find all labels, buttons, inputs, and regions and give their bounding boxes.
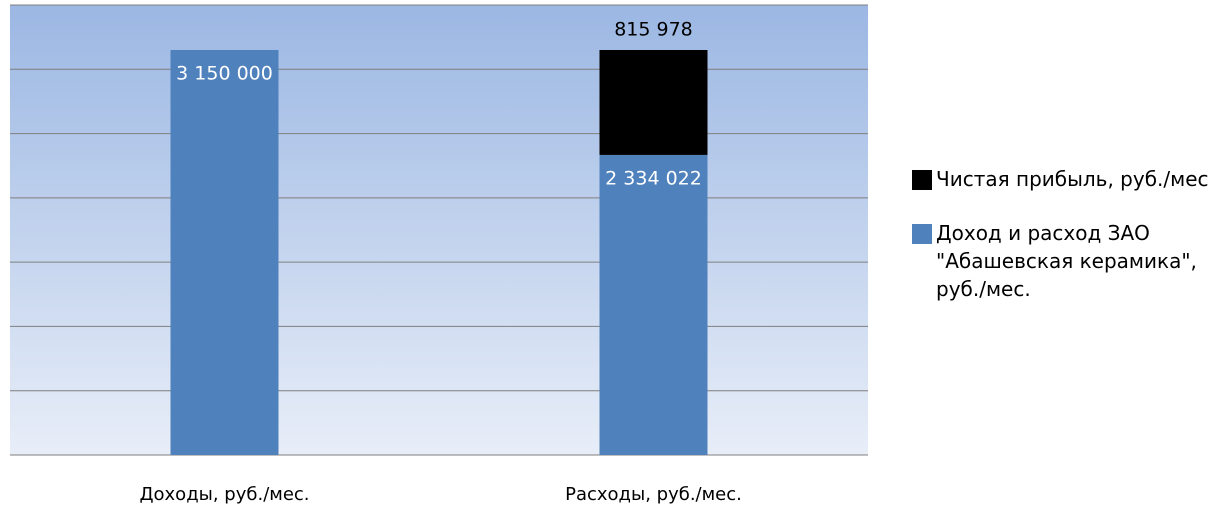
- plot-area: [10, 5, 868, 455]
- bar-segment: [170, 50, 279, 455]
- legend-label: Чистая прибыль, руб./мес: [936, 167, 1209, 191]
- bar-segment: [599, 50, 708, 155]
- data-label: 815 978: [614, 19, 693, 41]
- legend-swatch: [912, 170, 932, 190]
- legend-label: Доход и расход ЗАО "Абашевская керамика"…: [936, 221, 1197, 301]
- legend-swatch: [912, 224, 932, 244]
- legend: Чистая прибыль, руб./мес Доход и расход З…: [912, 165, 1212, 329]
- legend-item: Доход и расход ЗАО "Абашевская керамика"…: [912, 219, 1212, 303]
- data-label: 2 334 022: [605, 167, 702, 189]
- x-tick-label: Расходы, руб./мес.: [565, 484, 742, 505]
- data-label: 3 150 000: [176, 63, 273, 85]
- bar-segment: [599, 154, 708, 456]
- x-tick-label: Доходы, руб./мес.: [139, 484, 309, 505]
- legend-item: Чистая прибыль, руб./мес: [912, 165, 1212, 193]
